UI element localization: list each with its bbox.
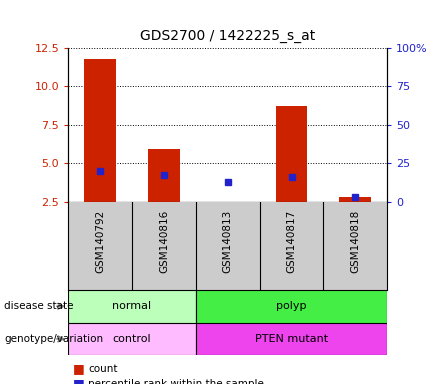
Text: normal: normal: [113, 301, 151, 311]
Bar: [84, 59, 116, 202]
Bar: [68, 323, 196, 355]
Text: GSM140792: GSM140792: [95, 210, 105, 273]
Bar: [196, 323, 387, 355]
Text: percentile rank within the sample: percentile rank within the sample: [88, 379, 264, 384]
Text: GSM140816: GSM140816: [159, 210, 169, 273]
Bar: [196, 290, 387, 323]
Bar: [212, 202, 244, 206]
Text: control: control: [113, 334, 151, 344]
Text: GSM140817: GSM140817: [286, 210, 297, 273]
Text: disease state: disease state: [4, 301, 74, 311]
Text: genotype/variation: genotype/variation: [4, 334, 103, 344]
Text: count: count: [88, 364, 117, 374]
Text: PTEN mutant: PTEN mutant: [255, 334, 328, 344]
Bar: [275, 106, 308, 202]
Text: ■: ■: [73, 362, 84, 375]
Bar: [148, 149, 180, 202]
Text: GSM140818: GSM140818: [350, 210, 360, 273]
Bar: [339, 197, 371, 202]
Text: GSM140813: GSM140813: [223, 210, 233, 273]
Bar: [68, 290, 196, 323]
Title: GDS2700 / 1422225_s_at: GDS2700 / 1422225_s_at: [140, 29, 315, 43]
Text: polyp: polyp: [276, 301, 307, 311]
Text: ■: ■: [73, 377, 84, 384]
